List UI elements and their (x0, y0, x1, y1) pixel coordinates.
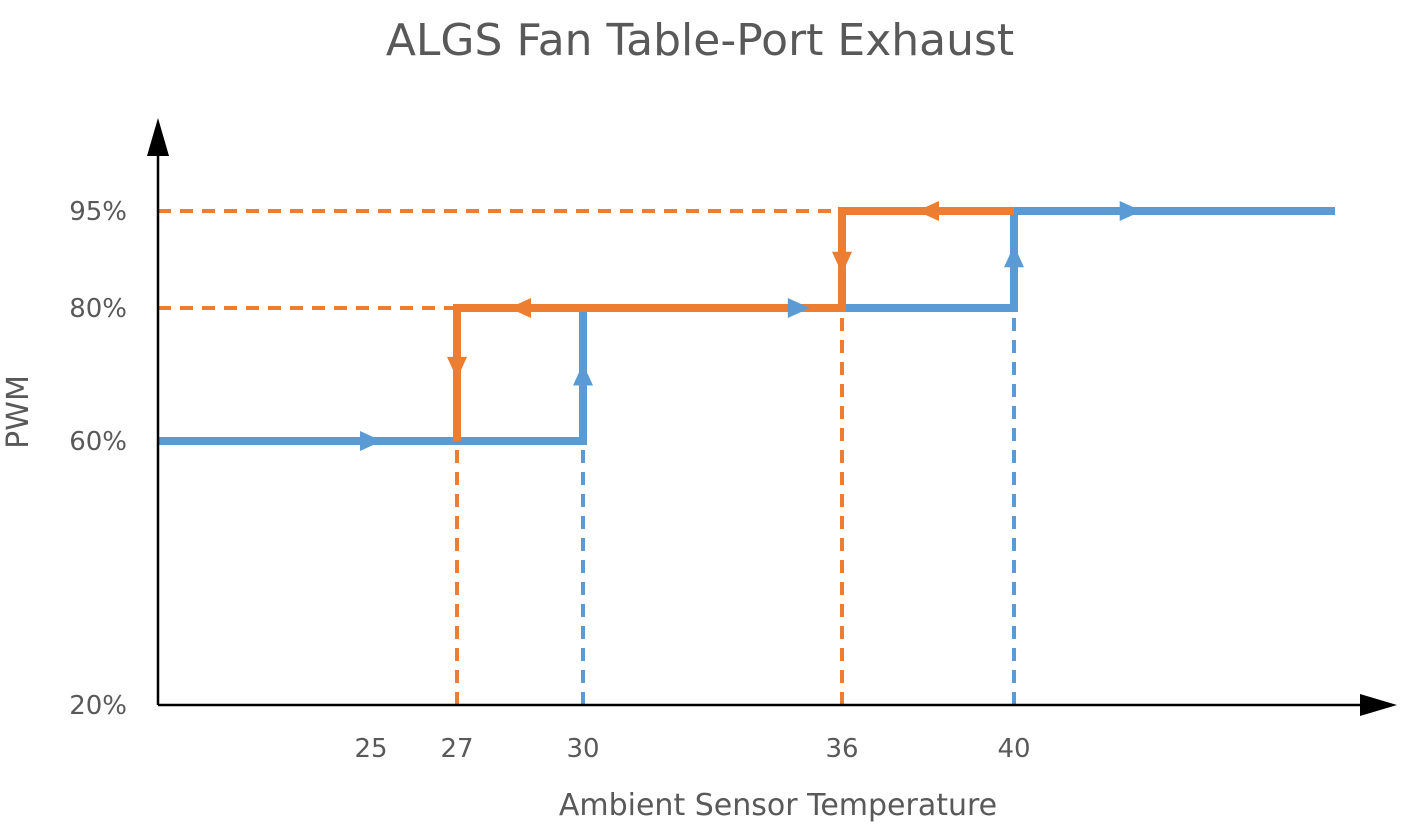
y-tick-labels: 20% 60% 80% 95% (69, 197, 127, 721)
arrow-increasing-3 (1004, 245, 1024, 268)
arrow-increasing-2 (787, 298, 810, 318)
series-line-decreasing (453, 207, 1014, 441)
chart-title: ALGS Fan Table-Port Exhaust (386, 15, 1014, 66)
arrow-decreasing-0 (917, 201, 939, 221)
arrow-increasing-4 (1119, 201, 1142, 221)
arrow-decreasing-2 (509, 298, 531, 318)
y-tick-label-60: 60% (69, 427, 127, 457)
x-tick-label-25: 25 (354, 734, 387, 764)
y-tick-label-20: 20% (69, 691, 127, 721)
y-axis-arrowhead (147, 118, 169, 156)
arrow-decreasing-1 (832, 251, 852, 274)
x-tick-label-30: 30 (566, 734, 599, 764)
y-axis-label: PWM (1, 375, 36, 449)
x-tick-label-36: 36 (825, 734, 858, 764)
guide-lines (158, 209, 1016, 705)
arrow-increasing-0 (360, 431, 382, 451)
arrow-decreasing-3 (447, 356, 467, 379)
series-line-increasing (158, 207, 1335, 445)
y-tick-label-80: 80% (69, 294, 127, 324)
x-axis-label: Ambient Sensor Temperature (559, 788, 997, 823)
arrow-increasing-1 (573, 363, 593, 386)
axes (147, 118, 1397, 716)
x-tick-labels: 25 27 30 36 40 (354, 734, 1030, 764)
x-axis-arrowhead (1360, 694, 1397, 716)
direction-arrows (360, 201, 1142, 451)
x-tick-label-40: 40 (997, 734, 1030, 764)
series-lines (158, 207, 1335, 445)
x-tick-label-27: 27 (440, 734, 473, 764)
y-tick-label-95: 95% (69, 197, 127, 227)
